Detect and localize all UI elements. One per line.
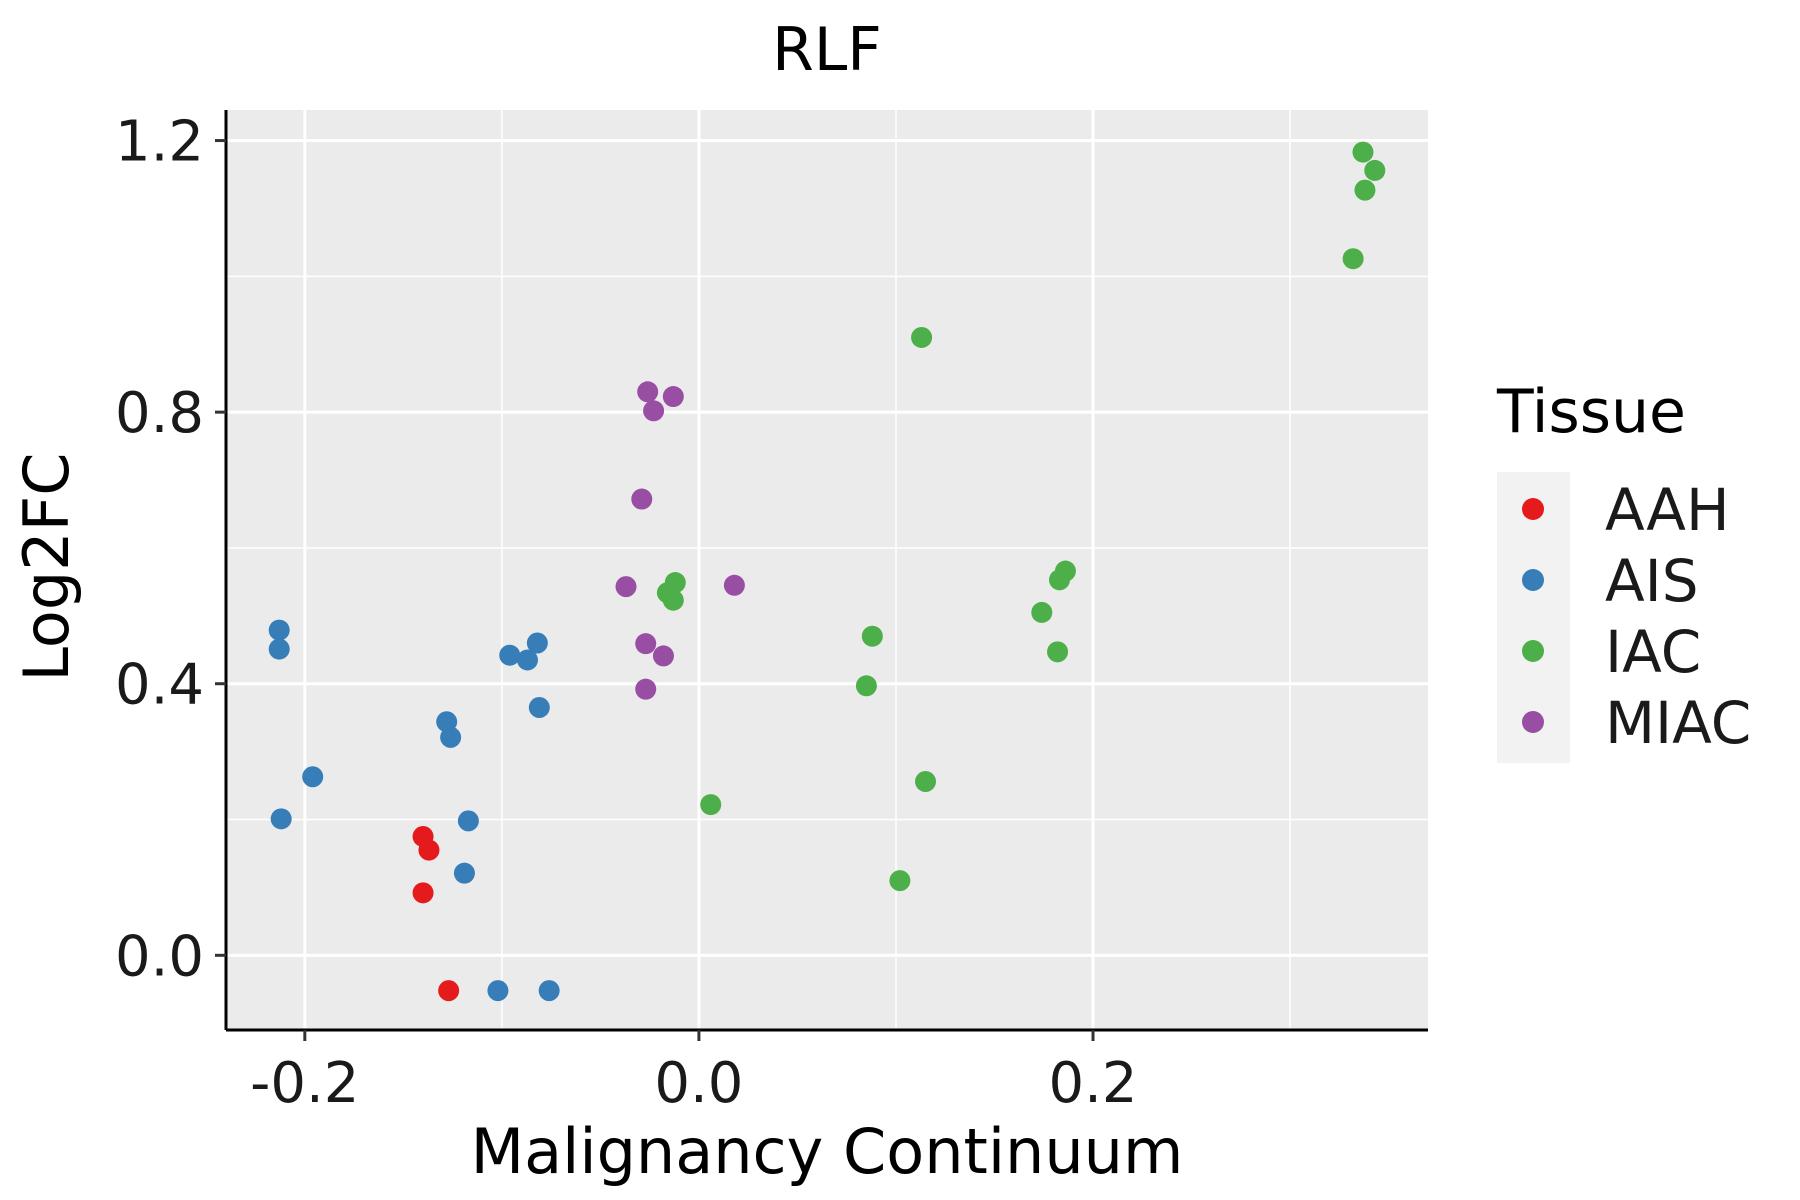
data-point-iac bbox=[915, 770, 937, 792]
minor-gridlines bbox=[226, 110, 1428, 1030]
plot-panel bbox=[226, 110, 1428, 1030]
x-tick-label: 0.2 bbox=[1048, 1051, 1137, 1116]
y-axis-ticks: 0.0 0.4 0.8 1.2 bbox=[115, 110, 226, 989]
data-point-ais bbox=[457, 810, 479, 832]
data-point-aah bbox=[438, 980, 460, 1002]
data-point-iac bbox=[1049, 569, 1071, 591]
data-point-miac bbox=[635, 678, 657, 700]
y-tick-label: 0.0 bbox=[115, 924, 204, 989]
data-point-ais bbox=[516, 649, 538, 671]
data-point-iac bbox=[861, 625, 883, 647]
chart-title: RLF bbox=[772, 15, 882, 85]
y-axis-label: Log2FC bbox=[10, 452, 83, 681]
legend-title: Tissue bbox=[1496, 377, 1686, 447]
legend-key-miac bbox=[1522, 711, 1544, 733]
data-point-miac bbox=[637, 381, 659, 403]
data-point-miac bbox=[631, 488, 653, 510]
data-point-iac bbox=[911, 326, 933, 348]
x-axis-ticks: -0.2 0.0 0.2 bbox=[250, 1030, 1138, 1116]
legend-label-aah: AAH bbox=[1605, 476, 1730, 544]
data-point-ais bbox=[453, 862, 475, 884]
data-point-iac bbox=[1047, 641, 1069, 663]
y-tick-label: 1.2 bbox=[115, 110, 204, 175]
legend-label-miac: MIAC bbox=[1605, 689, 1751, 757]
data-point-ais bbox=[526, 632, 548, 654]
major-gridlines bbox=[226, 110, 1428, 1030]
legend-label-iac: IAC bbox=[1605, 618, 1701, 686]
data-point-iac bbox=[1031, 601, 1053, 623]
legend-label-ais: AIS bbox=[1605, 547, 1699, 615]
data-point-iac bbox=[855, 675, 877, 697]
data-point-aah bbox=[418, 839, 440, 861]
data-point-ais bbox=[268, 619, 290, 641]
data-point-iac bbox=[700, 794, 722, 816]
x-tick-label: 0.0 bbox=[654, 1051, 743, 1116]
legend-key-iac bbox=[1522, 640, 1544, 662]
data-point-ais bbox=[268, 638, 290, 660]
data-point-ais bbox=[270, 808, 292, 830]
data-point-ais bbox=[499, 644, 521, 666]
x-tick-label: -0.2 bbox=[250, 1051, 359, 1116]
data-point-iac bbox=[1354, 179, 1376, 201]
data-point-miac bbox=[615, 576, 637, 598]
data-point-iac bbox=[1342, 248, 1364, 270]
data-point-miac bbox=[643, 400, 665, 422]
legend-key-aah bbox=[1522, 498, 1544, 520]
data-point-aah bbox=[412, 882, 434, 904]
data-point-miac bbox=[723, 574, 745, 596]
data-point-ais bbox=[487, 980, 509, 1002]
data-points bbox=[268, 141, 1386, 1002]
data-point-iac bbox=[889, 870, 911, 892]
data-point-ais bbox=[302, 766, 324, 788]
data-point-iac bbox=[1364, 159, 1386, 181]
y-tick-label: 0.4 bbox=[115, 653, 204, 718]
data-point-ais bbox=[528, 696, 550, 718]
x-axis-label: Malignancy Continuum bbox=[471, 1115, 1184, 1188]
data-point-ais bbox=[440, 726, 462, 748]
y-tick-label: 0.8 bbox=[115, 381, 204, 446]
data-point-ais bbox=[538, 980, 560, 1002]
data-point-miac bbox=[662, 386, 684, 408]
data-point-iac bbox=[1352, 141, 1374, 163]
data-point-miac bbox=[635, 633, 657, 655]
data-point-iac bbox=[662, 589, 684, 611]
legend-key-ais bbox=[1522, 569, 1544, 591]
data-point-miac bbox=[652, 645, 674, 667]
